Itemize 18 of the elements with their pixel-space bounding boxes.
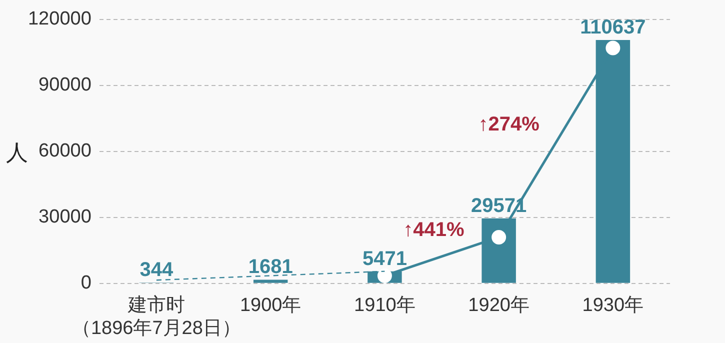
y-tick-label: 90000 — [38, 74, 92, 96]
y-axis-title: 人 — [6, 139, 28, 167]
x-tick-label: 1900年 — [240, 295, 302, 316]
y-tick-label: 120000 — [28, 8, 92, 30]
x-tick-label: 1920年 — [468, 295, 530, 316]
data-label: 5471 — [362, 248, 407, 270]
data-label: 110637 — [580, 16, 646, 39]
x-tick-label: 1930年 — [582, 295, 644, 316]
y-tick-label: 0 — [80, 272, 92, 294]
y-tick-label: 30000 — [38, 206, 92, 228]
data-label: 344 — [140, 259, 174, 282]
x-tick-label: 1910年 — [354, 295, 416, 316]
annotation: ↑274% — [478, 114, 540, 136]
x-tick-label: 建市时（1896年7月28日） — [72, 294, 241, 339]
annotation: ↑441% — [403, 219, 465, 242]
y-tick-label: 60000 — [38, 140, 92, 162]
data-label: 1681 — [248, 256, 293, 278]
bar — [253, 280, 288, 283]
